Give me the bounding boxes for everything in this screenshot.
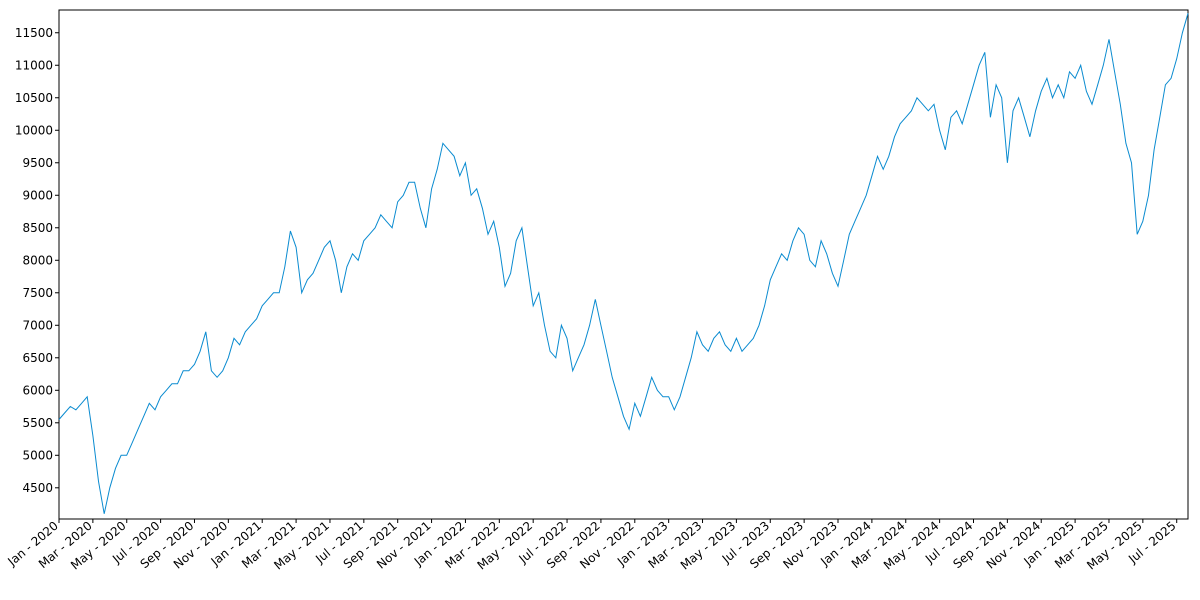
y-tick-label: 8000 — [22, 253, 53, 267]
y-tick-label: 8500 — [22, 221, 53, 235]
plot-frame — [58, 9, 1189, 520]
y-tick-label: 10500 — [15, 91, 53, 105]
y-tick-label: 6000 — [22, 383, 53, 397]
y-tick-label: 5000 — [22, 448, 53, 462]
y-tick-label: 9500 — [22, 156, 53, 170]
y-tick-label: 11000 — [15, 58, 53, 72]
y-tick-label: 7000 — [22, 318, 53, 332]
line-series — [58, 13, 1189, 514]
y-tick-label: 7500 — [22, 286, 53, 300]
y-tick-label: 5500 — [22, 416, 53, 430]
y-tick-label: 10000 — [15, 123, 53, 137]
y-tick-label: 6500 — [22, 351, 53, 365]
y-tick-label: 4500 — [22, 481, 53, 495]
y-tick-label: 9000 — [22, 188, 53, 202]
y-tick-label: 11500 — [15, 26, 53, 40]
